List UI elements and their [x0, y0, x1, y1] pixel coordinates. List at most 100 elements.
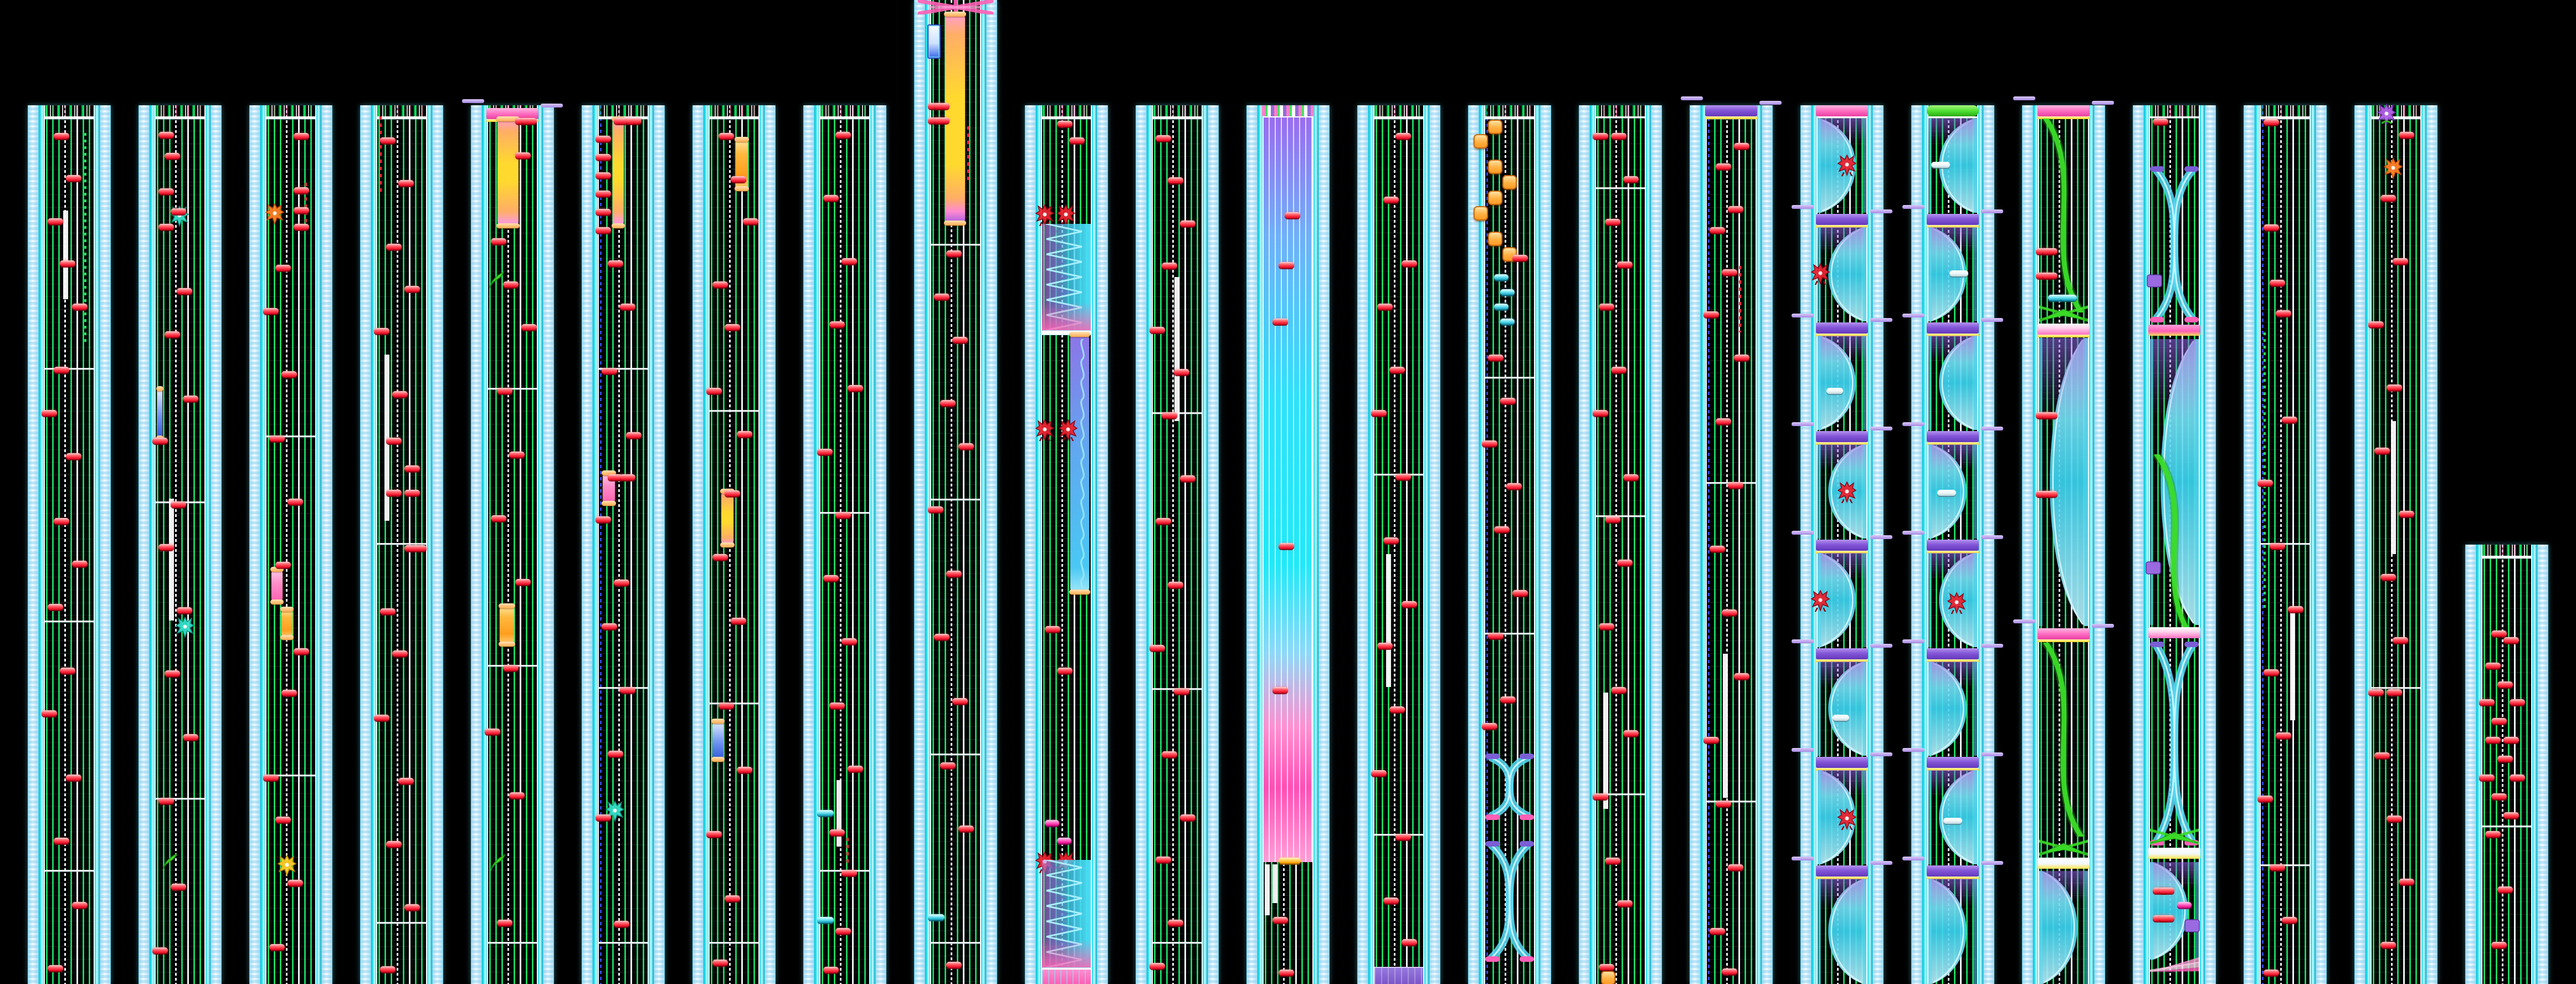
lane-line: [298, 105, 300, 984]
lane-line: [70, 105, 72, 984]
sawtooth-section: [1042, 860, 1091, 967]
cyan-edge-band: [482, 105, 488, 984]
track-column-10: [1025, 105, 1108, 984]
lane-line: [1492, 105, 1494, 984]
lane-line: [753, 105, 755, 984]
note-pill: [2485, 737, 2501, 743]
lane-line: [624, 105, 626, 984]
braid-crossing: [1485, 754, 1534, 820]
lane-line: [1744, 105, 1746, 984]
note-pill: [2491, 942, 2507, 948]
note-pill: [2264, 970, 2279, 976]
lane-line: [292, 105, 294, 984]
lane-line: [1418, 105, 1420, 984]
note-pill: [72, 902, 88, 908]
header-line: [156, 116, 204, 118]
note-pill: [1402, 260, 1417, 266]
track-interior: [1153, 105, 1202, 984]
note-pill: [946, 571, 962, 577]
section-band: [1816, 648, 1868, 659]
note-pill: [1611, 133, 1626, 139]
sprout-icon: [162, 853, 178, 870]
side-rail: [2133, 105, 2144, 984]
note-pill: [1728, 864, 1743, 870]
note-pill: [2497, 886, 2513, 893]
note-pill: [152, 947, 168, 954]
side-rail: [1025, 105, 1036, 984]
side-rail: [582, 105, 593, 984]
arc-purple-tint: [1928, 770, 1977, 797]
creature-icon: [1810, 590, 1830, 612]
track-interior: [2482, 545, 2531, 984]
lane-line: [378, 105, 380, 984]
arc-purple-tint: [1818, 336, 1866, 362]
yellow-line: [1816, 768, 1868, 771]
measure-line: [488, 942, 537, 944]
lane-line: [864, 105, 866, 984]
cyan-edge-band: [315, 105, 321, 984]
header-line: [1818, 116, 1866, 118]
lane-line: [1499, 105, 1500, 984]
orange-note-square: [1502, 247, 1517, 262]
note-pill: [1180, 814, 1195, 821]
sustain-cap: [496, 223, 520, 228]
lane-line: [1511, 105, 1512, 984]
note-pill: [934, 634, 950, 640]
note-pill: [1272, 319, 1288, 325]
sustain-cap: [720, 542, 735, 547]
lane-line: [1714, 105, 1716, 984]
cyan-edge-band: [1645, 105, 1651, 984]
side-rail: [1540, 105, 1551, 984]
measure-line: [1374, 117, 1423, 119]
lane-line: [932, 0, 934, 984]
lane-line: [397, 105, 398, 984]
braid-crossing: [2150, 166, 2199, 322]
note-pill: [380, 608, 396, 614]
note-pill: [596, 136, 611, 142]
lane-line: [951, 0, 952, 984]
orange-note-square: [1601, 971, 1615, 984]
section-band: [1705, 105, 1757, 116]
note-pill: [1162, 751, 1177, 757]
note-pill: [712, 554, 728, 560]
sustain-cap: [1069, 332, 1090, 337]
lane-line: [1412, 105, 1414, 984]
section-band: [2148, 325, 2200, 336]
lane-line: [1505, 105, 1506, 984]
orange-note-square: [1488, 191, 1502, 205]
lane-line: [2526, 545, 2528, 984]
measure-line: [1596, 187, 1645, 189]
arc-purple-tint: [1928, 444, 1977, 471]
arc-purple-tint: [1818, 662, 1866, 688]
ledge: [1981, 209, 2003, 213]
sustain-cap: [499, 642, 515, 647]
sustain-trail: [280, 607, 294, 640]
note-pill: [171, 208, 186, 214]
lane-line: [2046, 105, 2048, 984]
note-pill: [158, 224, 174, 230]
note-pill: [1377, 304, 1393, 310]
yellow-line: [1927, 442, 1979, 445]
saw-pink-glow: [1042, 303, 1091, 330]
track-column-18: [1902, 105, 2003, 984]
note-pill: [1383, 898, 1399, 904]
header-strip: [2482, 545, 2531, 556]
sustain-trail: [156, 386, 163, 440]
wavy-line: [1077, 339, 1088, 588]
arc-bubble: [2150, 862, 2199, 960]
note-pill: [398, 180, 414, 186]
header-line: [1374, 116, 1423, 118]
cyan-edge-band: [2033, 105, 2039, 984]
measure-line: [1707, 801, 1756, 802]
gradient-fill: [1264, 117, 1312, 862]
green-dash-strip: [84, 133, 86, 344]
measure-line: [1153, 942, 1202, 944]
cyan-edge-band: [980, 0, 986, 984]
note-pill: [386, 438, 402, 444]
note-pill: [1512, 255, 1528, 261]
cyan-edge-band: [426, 105, 432, 984]
note-pill: [2257, 480, 2273, 486]
flame-icon: [265, 203, 285, 225]
edge-glow: [1928, 879, 1932, 984]
purple-icon: [2147, 274, 2162, 288]
